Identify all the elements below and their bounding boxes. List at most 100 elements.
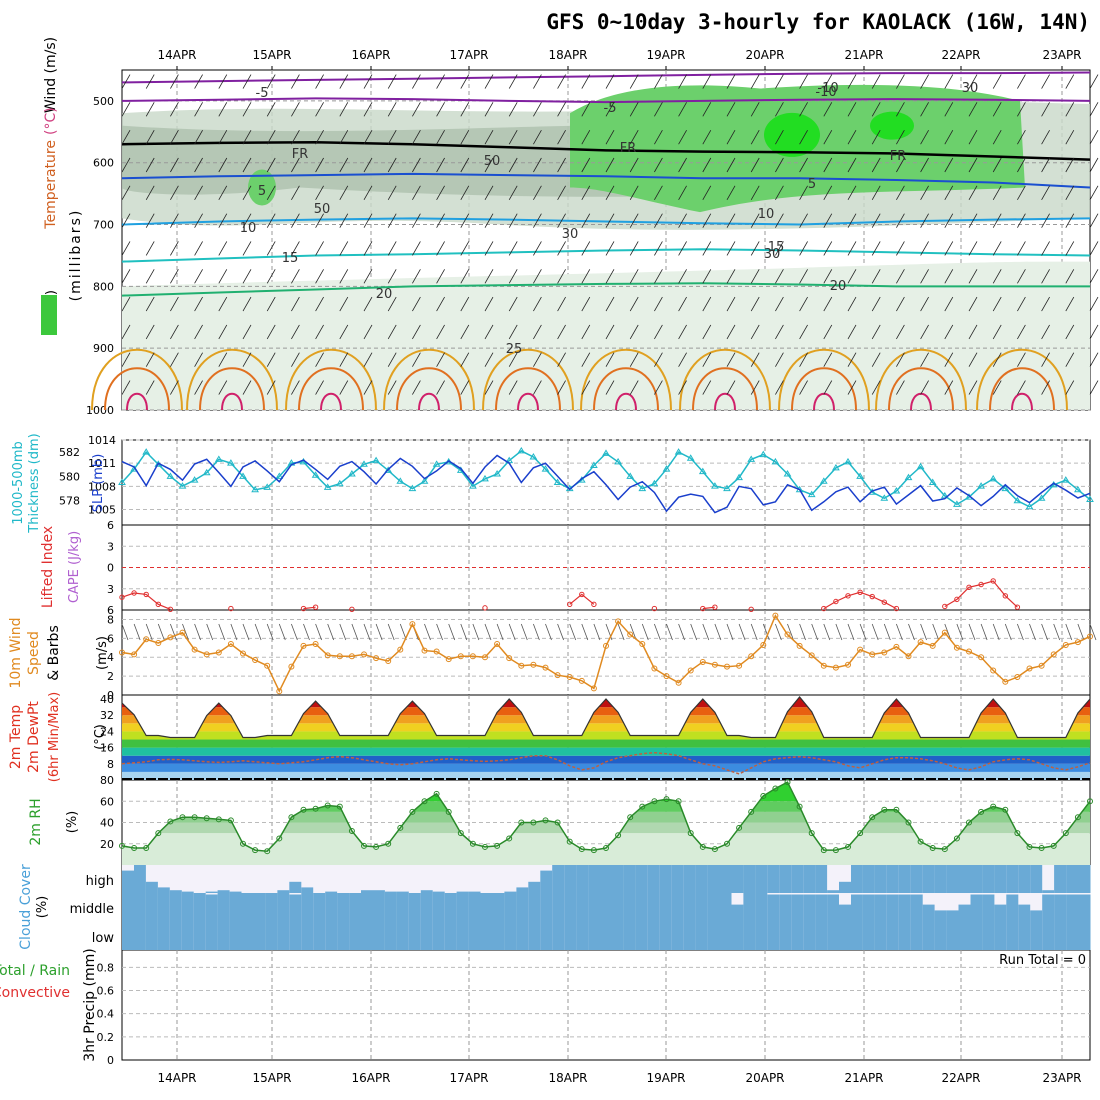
rh-point	[953, 835, 960, 842]
cloud-bar-low	[910, 922, 924, 950]
rh-point	[1087, 798, 1093, 805]
wind-barb-10m	[339, 623, 347, 641]
wind-barb-10m	[956, 623, 964, 641]
rh-point	[736, 824, 743, 831]
wind-barb-10m	[980, 623, 988, 641]
wind-speed-point	[893, 643, 900, 650]
wind-barb	[896, 269, 905, 284]
wind-barb	[775, 102, 784, 117]
wind-barb	[605, 213, 615, 228]
wind-barb	[799, 157, 808, 173]
wind-barb	[871, 157, 881, 173]
wind-barb	[871, 102, 881, 117]
wind-barb	[339, 213, 349, 228]
wind-barb	[533, 157, 542, 173]
wind-speed-point	[482, 654, 488, 661]
thickness-point	[178, 482, 187, 489]
cloud-bg	[408, 865, 422, 893]
wind-barb	[968, 352, 978, 367]
wind-barb	[242, 102, 252, 117]
wind-speed-point	[772, 612, 779, 619]
cloud-bar-middle	[181, 893, 195, 922]
cloud-bar-high	[982, 865, 995, 893]
isotherm-30	[495, 367, 561, 411]
wind-barb	[1089, 185, 1099, 201]
wind-barb-10m	[896, 623, 903, 641]
wind-barb	[992, 129, 1002, 145]
wind-speed-point	[373, 655, 380, 662]
wind-barb	[121, 380, 131, 395]
wind-barb	[968, 380, 978, 395]
wind-barb	[605, 241, 615, 256]
rh-point	[554, 819, 561, 826]
date-label-bottom: 21APR	[844, 1071, 883, 1085]
wind-barb	[387, 241, 397, 256]
cloud-bar-middle	[647, 893, 661, 922]
date-label-top: 14APR	[157, 48, 196, 62]
wind-barb	[363, 324, 373, 340]
label-cloud-unit-group: (%)	[35, 896, 50, 919]
wind-barb	[121, 352, 131, 367]
wind-barb	[581, 296, 591, 312]
wind-barb	[363, 102, 373, 117]
label-convective: Convective	[0, 985, 70, 1001]
wind-speed-point	[675, 679, 682, 686]
wind-speed-point	[276, 688, 283, 695]
wind-barb	[460, 74, 470, 89]
wind-barb	[944, 185, 954, 201]
thickness-point	[517, 446, 526, 454]
wind-barb	[605, 185, 615, 201]
wind-barb	[1041, 185, 1050, 201]
contour-label: 10	[240, 221, 257, 236]
wind-barb	[363, 241, 373, 256]
cloud-bar-low	[635, 922, 649, 950]
rh-point	[506, 835, 513, 842]
wind-barb	[968, 213, 978, 228]
cloud-bar-low	[504, 922, 517, 950]
wind-barb	[170, 241, 179, 256]
wind-barb	[121, 324, 131, 340]
rh-point	[639, 803, 646, 810]
wind-barb	[920, 269, 929, 284]
isotherm-35	[221, 392, 243, 411]
cloud-bar-middle	[827, 894, 840, 923]
wind-barb	[363, 213, 373, 228]
cloud-bar-high	[361, 890, 374, 893]
wind-speed-point	[530, 661, 537, 668]
wind-barb	[920, 102, 929, 117]
rh-point	[276, 835, 283, 842]
wind-barb	[218, 352, 228, 367]
label-precip-group: 3hr Precip (mm)	[82, 948, 98, 1061]
cloud-bar-low	[229, 922, 243, 950]
wind-barb	[1041, 129, 1050, 145]
wind-barb	[944, 296, 954, 312]
wind-barb	[654, 213, 663, 228]
cloud-bar-middle	[134, 893, 147, 922]
cloud-bg	[420, 865, 434, 893]
thickness-point	[541, 465, 550, 472]
wind-barb	[242, 74, 252, 89]
dewpoint-line	[121, 751, 1091, 775]
contour-label: FR	[292, 147, 309, 162]
wind-barb	[412, 324, 421, 340]
cloud-bar-middle	[361, 893, 374, 922]
wind-barb	[339, 352, 349, 367]
wind-barb	[920, 241, 929, 256]
cloud-bar-middle	[552, 893, 565, 922]
wind-barb-10m	[1017, 623, 1024, 641]
cloud-bar-low	[516, 922, 529, 950]
cloud-bar-middle	[277, 893, 290, 922]
wind-speed-point	[191, 646, 198, 653]
wind-barb	[339, 74, 349, 89]
lifted-index-point	[167, 606, 174, 612]
contour-label: 5	[258, 184, 266, 199]
cloud-bar-middle	[851, 894, 864, 923]
cloud-bar-middle	[576, 893, 589, 922]
wind-speed-point	[361, 651, 367, 658]
wind-barb	[944, 352, 954, 367]
wind-barb	[871, 213, 881, 228]
cloud-bar-middle	[970, 894, 983, 923]
wind-barb	[629, 74, 639, 89]
wind-barb	[1065, 185, 1075, 201]
precip-tick-label: 0	[107, 1054, 114, 1067]
